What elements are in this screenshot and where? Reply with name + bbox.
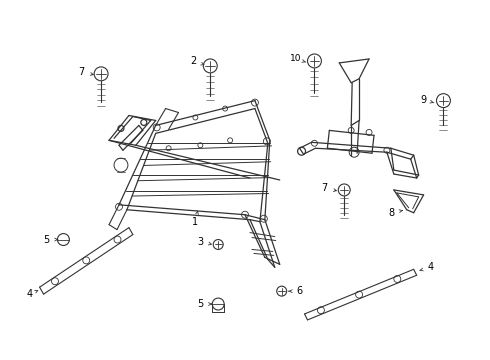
Text: 6: 6: [296, 286, 303, 296]
Text: 8: 8: [389, 208, 395, 218]
Text: 3: 3: [197, 237, 203, 247]
Text: 2: 2: [190, 56, 196, 66]
Text: 5: 5: [197, 299, 203, 309]
Text: 4: 4: [26, 289, 33, 299]
Text: 7: 7: [321, 183, 327, 193]
Text: 5: 5: [44, 234, 49, 244]
Text: 9: 9: [420, 95, 427, 105]
Text: 10: 10: [290, 54, 301, 63]
Text: 4: 4: [427, 262, 434, 272]
Text: 7: 7: [78, 67, 84, 77]
Text: 1: 1: [192, 217, 198, 227]
